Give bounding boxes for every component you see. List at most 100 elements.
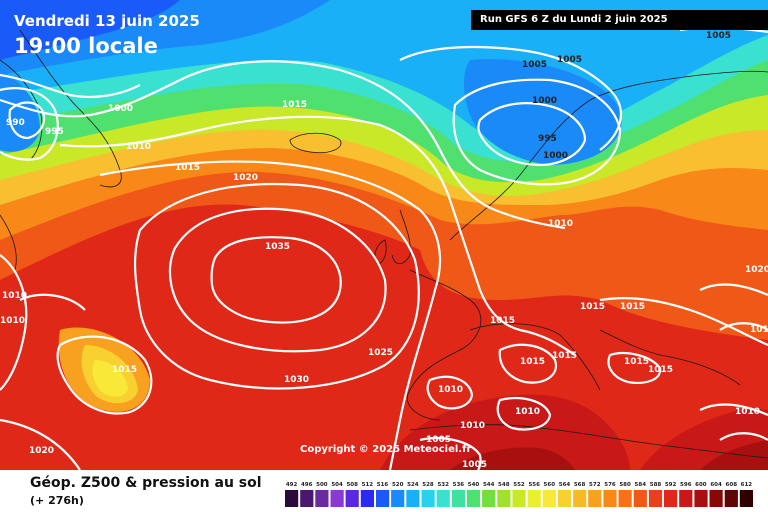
isobar-label: 1010 <box>548 219 573 229</box>
z500-band-516 <box>0 0 180 60</box>
isobar-label: 995 <box>538 134 557 144</box>
isobar-label: 1005 <box>557 55 582 65</box>
scale-label: 588 <box>650 482 662 488</box>
coast-italy <box>469 323 601 391</box>
scale-swatch <box>618 490 632 507</box>
isobar-label: 1005 <box>462 460 487 470</box>
isobar-label: 1030 <box>284 375 309 385</box>
scale-label: 556 <box>528 482 540 488</box>
isobar-label: 990 <box>6 118 25 128</box>
scale-label: 516 <box>377 482 389 488</box>
scale-label: 560 <box>544 482 556 488</box>
scale-swatch <box>724 490 738 507</box>
isobar-label: 1005 <box>522 60 547 70</box>
isobars <box>0 26 768 470</box>
isobar-1020-sw <box>0 418 81 470</box>
coast-iceland <box>289 132 342 154</box>
scale-swatch <box>527 490 541 507</box>
scale-swatch <box>451 490 465 507</box>
isobar-label: 1015 <box>552 351 577 361</box>
isobar-label: 1015 <box>648 365 673 375</box>
isobar-label: 1010 <box>126 142 151 152</box>
scale-swatch <box>345 490 359 507</box>
isobar-label: 1000 <box>108 104 133 114</box>
isobar-label: 1015 <box>580 302 605 312</box>
isobar-label: 1020 <box>745 265 768 275</box>
coast-france-iberia <box>407 269 482 421</box>
scale-label: 528 <box>422 482 434 488</box>
scale-swatch <box>360 490 374 507</box>
coast-greenland <box>19 29 122 188</box>
scale-swatch <box>694 490 708 507</box>
isobar-labels: 1005 1005 1005 1000 995 1000 990 995 100… <box>0 31 768 470</box>
scale-swatch <box>406 490 420 507</box>
map-parameter-title: Géop. Z500 & pression au sol <box>30 475 262 491</box>
z500-low-greenland <box>0 70 40 152</box>
isobar-1000-scandinavia <box>452 78 622 186</box>
forecast-lead-time: (+ 276h) <box>30 494 84 507</box>
scale-label: 604 <box>710 482 722 488</box>
isobar-1010 <box>0 60 566 230</box>
scale-label: 508 <box>346 482 358 488</box>
isobar-label: 1000 <box>532 96 557 106</box>
scale-swatch <box>709 490 723 507</box>
scale-swatch <box>497 490 511 507</box>
isobar-1020-east <box>699 283 768 297</box>
scale-swatches <box>285 490 753 507</box>
scale-label: 492 <box>286 482 298 488</box>
scale-label: 568 <box>574 482 586 488</box>
coast-labrador <box>0 214 17 271</box>
scale-label: 592 <box>665 482 677 488</box>
isobar-label: 1015 <box>112 365 137 375</box>
isobar-label: 1015 <box>624 357 649 367</box>
scale-label: 564 <box>559 482 571 488</box>
isobar-label: 1010 <box>515 407 540 417</box>
z500-band-604-east <box>700 440 768 470</box>
scale-swatch <box>436 490 450 507</box>
scale-swatch <box>391 490 405 507</box>
isobar-label: 1000 <box>543 151 568 161</box>
isobar-label: 1010 <box>735 407 760 417</box>
scale-swatch <box>664 490 678 507</box>
coastlines <box>0 29 768 459</box>
scale-swatch <box>603 490 617 507</box>
coast-british-isles <box>391 209 411 265</box>
scale-label: 608 <box>726 482 738 488</box>
isobar-995-scandinavia <box>477 102 587 167</box>
scale-swatch <box>315 490 329 507</box>
isobar-1000-greenland <box>0 73 141 99</box>
isobar-label: 1010 <box>0 316 25 326</box>
isobar-1015-atlantic <box>56 335 153 415</box>
isobar-1015-greece <box>607 351 662 384</box>
scale-label: 544 <box>483 482 495 488</box>
isobar-990 <box>8 101 46 140</box>
isobar-1025 <box>134 182 420 390</box>
scale-labels: 492 496 500 504 508 512 516 520 524 528 532 536 540 5… <box>286 482 752 488</box>
isobar-1010-east <box>719 322 768 331</box>
scale-label: 512 <box>362 482 374 488</box>
isobar-label: 1015 <box>175 163 200 173</box>
scale-label: 500 <box>316 482 328 488</box>
scale-swatch <box>648 490 663 507</box>
scale-swatch <box>512 490 526 507</box>
scale-label: 548 <box>498 482 510 488</box>
isobar-label: 1015 <box>490 316 515 326</box>
scale-label: 576 <box>604 482 616 488</box>
scale-swatch <box>739 490 753 507</box>
isobar-label: 1010 <box>438 385 463 395</box>
isobar-label: 1015 <box>282 100 307 110</box>
scale-swatch <box>421 490 435 507</box>
scale-label: 520 <box>392 482 404 488</box>
scale-label: 572 <box>589 482 601 488</box>
isobar-label: 1020 <box>233 173 258 183</box>
scale-label: 600 <box>695 482 707 488</box>
isobar-1015-italy <box>498 343 558 384</box>
scale-swatch <box>285 490 299 507</box>
z500-low-scandinavia <box>464 59 622 165</box>
isobar-1035 <box>210 236 342 324</box>
scale-swatch <box>633 490 647 507</box>
isobar-label: 1015 <box>620 302 645 312</box>
scale-label: 584 <box>635 482 647 488</box>
scale-swatch <box>376 490 390 507</box>
coast-north-africa <box>409 424 768 459</box>
